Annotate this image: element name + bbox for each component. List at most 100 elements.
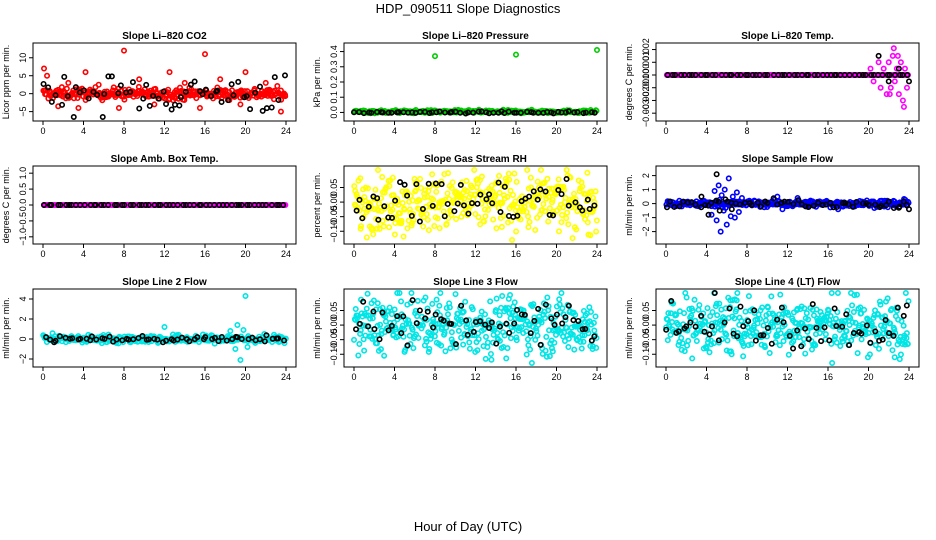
data-point — [186, 338, 193, 345]
data-point — [484, 339, 491, 346]
data-point — [496, 189, 503, 196]
data-point — [101, 335, 108, 342]
data-point — [751, 307, 758, 314]
data-point — [891, 78, 898, 85]
data-point — [764, 304, 771, 311]
data-point — [736, 201, 743, 208]
series-hourly-mean — [351, 108, 598, 117]
data-point — [477, 318, 484, 325]
data-point — [671, 203, 678, 210]
data-point — [586, 304, 593, 311]
data-point — [555, 108, 562, 115]
data-point — [193, 95, 200, 102]
data-point — [501, 332, 508, 339]
x-tick-label: 20 — [863, 249, 873, 259]
x-tick-label: 16 — [511, 126, 521, 136]
data-point — [99, 114, 106, 121]
data-point — [563, 175, 570, 182]
data-point — [895, 91, 902, 98]
data-point — [238, 202, 245, 209]
data-point — [756, 315, 763, 322]
x-tick-label: 0 — [40, 249, 45, 259]
x-tick-label: 8 — [744, 372, 749, 382]
data-point — [779, 72, 786, 79]
data-point — [569, 235, 576, 242]
data-point — [669, 319, 676, 326]
data-point — [591, 327, 598, 334]
data-point — [811, 72, 818, 79]
data-point — [464, 188, 471, 195]
x-tick-label: 20 — [551, 372, 561, 382]
data-point — [352, 306, 359, 313]
data-point — [704, 72, 711, 79]
data-point — [535, 305, 542, 312]
data-point — [833, 322, 840, 329]
data-point — [115, 90, 122, 97]
data-point — [530, 203, 537, 210]
data-point — [880, 65, 887, 72]
data-point — [374, 300, 381, 307]
data-point — [833, 339, 840, 346]
data-point — [232, 345, 239, 352]
data-point — [805, 203, 812, 210]
data-point — [754, 320, 761, 327]
data-point — [497, 209, 504, 216]
data-point — [486, 324, 493, 331]
data-point — [571, 109, 578, 116]
data-point — [831, 305, 838, 312]
data-point — [108, 73, 115, 80]
data-point — [420, 223, 427, 230]
data-point — [729, 193, 736, 200]
data-point — [422, 294, 429, 301]
y-tick-label: 0.001 — [641, 51, 651, 74]
data-point — [513, 334, 520, 341]
x-tick-label: 12 — [782, 126, 792, 136]
x-tick-label: 0 — [40, 126, 45, 136]
y-axis-label: ml/min per min. — [312, 297, 322, 359]
data-point — [163, 202, 170, 209]
data-point — [130, 336, 137, 343]
data-point — [166, 69, 173, 76]
data-point — [574, 109, 581, 116]
x-tick-label: 16 — [823, 249, 833, 259]
data-point — [738, 317, 745, 324]
data-point — [546, 353, 553, 360]
data-point — [845, 201, 852, 208]
y-tick-label: 0.4 — [329, 45, 339, 58]
data-point — [565, 344, 572, 351]
data-point — [117, 82, 124, 89]
data-point — [365, 323, 372, 330]
y-tick-label: −0.002 — [641, 87, 651, 115]
data-point — [237, 356, 244, 363]
data-point — [505, 305, 512, 312]
data-point — [281, 72, 288, 79]
data-point — [559, 212, 566, 219]
x-tick-label: 0 — [663, 126, 668, 136]
data-point — [582, 109, 589, 116]
data-point — [525, 213, 532, 220]
data-point — [458, 302, 465, 309]
y-tick-label: 0 — [641, 201, 651, 206]
data-point — [383, 184, 390, 191]
data-point — [252, 89, 259, 96]
data-point — [768, 340, 775, 347]
data-point — [534, 332, 541, 339]
data-point — [261, 338, 268, 345]
data-point — [832, 333, 839, 340]
data-point — [396, 289, 403, 296]
data-point — [356, 207, 363, 214]
y-tick-label: 0.05 — [329, 179, 339, 197]
data-point — [842, 317, 849, 324]
data-point — [686, 72, 693, 79]
data-point — [181, 97, 188, 104]
data-point — [177, 94, 184, 101]
y-tick-label: −0.10 — [641, 343, 651, 366]
data-point — [584, 219, 591, 226]
data-point — [885, 198, 892, 205]
data-point — [513, 178, 520, 185]
data-point — [530, 188, 537, 195]
data-point — [485, 206, 492, 213]
data-point — [692, 323, 699, 330]
data-point — [703, 345, 710, 352]
